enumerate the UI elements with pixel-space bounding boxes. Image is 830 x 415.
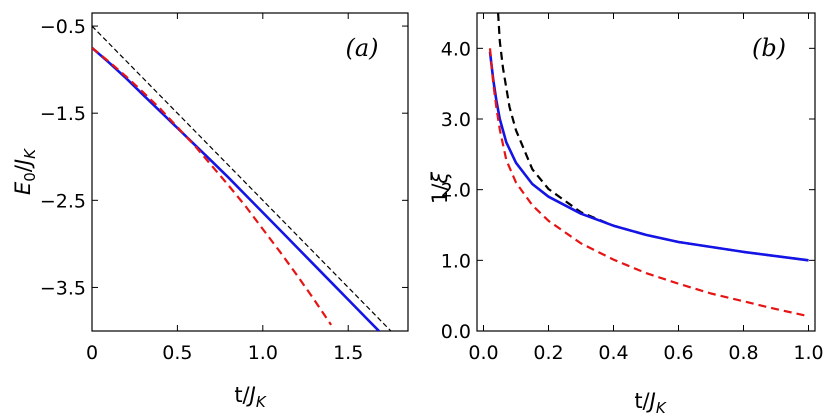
series-exact-b	[488, 51, 809, 262]
x-axis-label-a: t/JK	[234, 383, 267, 411]
ticks-b: 0.0 0.2 0.4 0.6 0.8 1.0 0.0 1.0 2.0 3.0 4.0	[441, 13, 824, 364]
series-asymptote-a	[92, 25, 392, 331]
y-tick-label-b: 0.0	[441, 321, 471, 343]
y-axis-label-a: E0/JK	[11, 148, 39, 195]
y-tick-label-a: −3.5	[40, 277, 86, 299]
series-exact-a	[92, 46, 381, 331]
x-tick-label-b: 0.8	[728, 342, 758, 364]
x-tick-label-a: 0.5	[162, 342, 192, 364]
panel-label-b: (b)	[752, 34, 786, 62]
x-tick-label-b: 0.0	[468, 342, 498, 364]
plot-frame-a	[91, 12, 409, 332]
y-axis-label-b: 1/ξ	[428, 172, 452, 204]
ticks-a: 0 0.5 1.0 1.5 −0.5 −1.5 −2.5 −3.5	[40, 13, 408, 364]
x-tick-label-a: 1.5	[333, 342, 363, 364]
series-a	[92, 25, 392, 331]
y-tick-label-b: 2.0	[441, 180, 471, 202]
series-approximation-b	[488, 48, 809, 318]
x-tick-label-a: 0	[86, 342, 98, 364]
series-approximation-a	[92, 46, 333, 326]
x-tick-label-b: 0.6	[663, 342, 693, 364]
x-tick-label-a: 1.0	[248, 342, 278, 364]
plot-frame-b	[476, 12, 816, 332]
y-tick-label-b: 1.0	[441, 250, 471, 272]
y-tick-label-b: 3.0	[441, 109, 471, 131]
y-tick-label-a: −2.5	[40, 190, 86, 212]
y-tick-label-b: 4.0	[441, 38, 471, 60]
x-tick-label-b: 0.2	[533, 342, 563, 364]
panel-b: 0.0 0.2 0.4 0.6 0.8 1.0 0.0 1.0 2.0 3.0 4.0 (b) t/…	[428, 12, 824, 415]
panel-label-a: (a)	[345, 34, 378, 62]
series-b	[488, 13, 809, 318]
y-tick-label-a: −0.5	[40, 16, 86, 38]
panel-a: 0 0.5 1.0 1.5 −0.5 −1.5 −2.5 −3.5 (a) t/JK E0/J…	[11, 12, 409, 411]
x-tick-label-b: 1.0	[793, 342, 823, 364]
x-axis-label-b: t/JK	[634, 389, 667, 415]
x-tick-label-b: 0.4	[598, 342, 628, 364]
y-tick-label-a: −1.5	[40, 103, 86, 125]
